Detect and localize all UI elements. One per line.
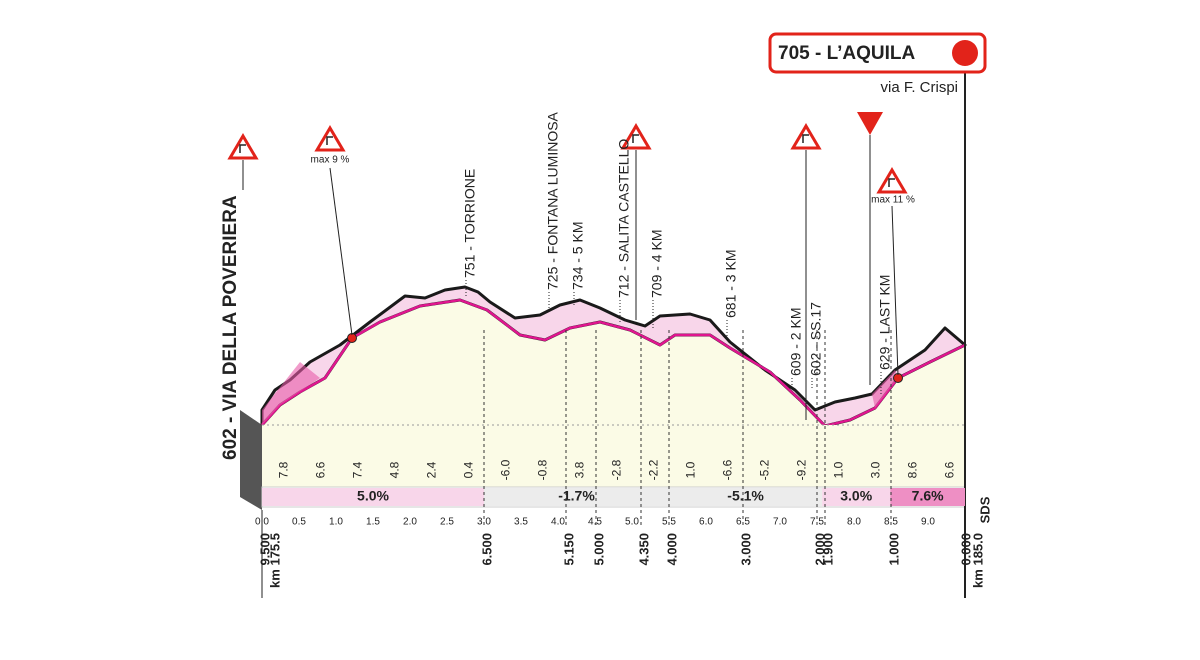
gradient-value: 2.4 <box>425 461 439 478</box>
max-gradient: max 9 % <box>311 155 350 166</box>
sector-gradient: 7.6% <box>912 488 944 504</box>
gradient-value: 6.6 <box>943 461 957 478</box>
distance-label: 4.000 <box>664 533 679 566</box>
waypoint-label: 751 - TORRIONE <box>462 169 478 278</box>
warning-sign <box>620 123 652 150</box>
km-label: 4.5 <box>588 517 602 528</box>
distance-label: 1.900 <box>820 533 835 566</box>
sector-gradient: 5.0% <box>357 488 389 504</box>
km-label: 3.5 <box>514 517 528 528</box>
gradient-value: 7.4 <box>351 461 365 478</box>
km-label: 2.0 <box>403 517 417 528</box>
km-label: 1.0 <box>329 517 343 528</box>
gradient-value: 1.0 <box>832 461 846 478</box>
distance-label: 3.000 <box>738 533 753 566</box>
km-label: 7.0 <box>773 517 787 528</box>
km-label: 8.0 <box>847 517 861 528</box>
km-label: 4.0 <box>551 517 565 528</box>
sector-bar <box>484 488 669 506</box>
warning-symbol <box>632 134 639 143</box>
sign-pole <box>891 205 899 376</box>
gradient-value: 3.8 <box>573 461 587 478</box>
sign-pole <box>329 167 353 336</box>
km-label: 0.0 <box>255 517 269 528</box>
lower-band <box>262 425 965 487</box>
last-km-flag <box>857 112 883 135</box>
warning-sign <box>876 167 908 194</box>
sector-bar <box>822 488 891 506</box>
gradient-value: 8.6 <box>906 461 920 478</box>
waypoint-label: 629 - LAST KM <box>877 275 893 370</box>
gradient-value: -0.8 <box>536 459 550 480</box>
gradient-value: 0.4 <box>462 461 476 478</box>
km-label: 1.5 <box>366 517 380 528</box>
profile-area <box>262 300 965 426</box>
sector-bar <box>890 488 965 506</box>
waypoint-label: 712 - SALITA CASTELLO <box>616 139 632 298</box>
gradient-value: -6.0 <box>499 459 513 480</box>
waypoint-label: 681 - 3 KM <box>723 250 739 318</box>
km-label: 0.5 <box>292 517 306 528</box>
warning-sign <box>314 125 346 152</box>
distance-label: 0.000 <box>958 533 973 566</box>
sector-gradient: 3.0% <box>840 488 872 504</box>
km-label: 9.0 <box>921 517 935 528</box>
max-gradient: max 11 % <box>871 195 915 206</box>
gradient-value: -5.2 <box>758 459 772 480</box>
warning-sign <box>790 123 822 150</box>
distance-label: 4.350 <box>636 533 651 566</box>
distance-label: 5.150 <box>561 533 576 566</box>
waypoint-label: 709 - 4 KM <box>649 230 665 298</box>
sector-gradient: -1.7% <box>558 488 595 504</box>
warning-symbol <box>326 136 333 145</box>
logo: SDS <box>977 496 992 523</box>
gradient-value: 7.8 <box>277 461 291 478</box>
finish-street: via F. Crispi <box>880 79 958 96</box>
sector-bar <box>262 488 484 506</box>
gradient-value: 6.6 <box>314 461 328 478</box>
finish-icon <box>952 40 978 66</box>
finish-label: 705 - L’AQUILA <box>778 43 916 64</box>
finish-box <box>768 32 987 74</box>
gradient-value: -2.8 <box>610 459 624 480</box>
waypoint-label: 725 - FONTANA LUMINOSA <box>545 111 561 290</box>
warning-symbol <box>888 178 895 187</box>
warning-symbol <box>802 134 809 143</box>
distance-label: 1.000 <box>886 533 901 566</box>
distance-label: 9.500 <box>257 533 272 566</box>
gradient-value: 3.0 <box>869 461 883 478</box>
distance-label: 5.000 <box>591 533 606 566</box>
gradient-value: -6.6 <box>721 459 735 480</box>
gradient-value: 1.0 <box>684 461 698 478</box>
km-label: 2.5 <box>440 517 454 528</box>
profile-shape <box>240 32 987 598</box>
distance-label: 2.000 <box>812 533 827 566</box>
distance-label: 6.500 <box>479 533 494 566</box>
waypoint-label: 602 - SS.17 <box>808 302 824 376</box>
profile-line <box>261 298 966 428</box>
km-label: 6.0 <box>699 517 713 528</box>
waypoint-label: 609 - 2 KM <box>788 308 804 376</box>
sector-gradient: -5.1% <box>727 488 764 504</box>
gradient-value: -9.2 <box>795 459 809 480</box>
start-wall <box>240 410 262 510</box>
km-label: 5.0 <box>625 517 639 528</box>
steep-section <box>262 362 320 425</box>
distance-label: km 185.0 <box>970 533 985 588</box>
warning-sign <box>227 133 259 160</box>
gradient-value: -2.2 <box>647 459 661 480</box>
warning-symbol <box>239 144 246 153</box>
distance-label: km 175.5 <box>267 533 282 588</box>
waypoint-label: 734 - 5 KM <box>570 222 586 290</box>
start-label: 602 - VIA DELLA POVERIERA <box>220 195 241 460</box>
gradient-value: 4.8 <box>388 461 402 478</box>
sector-bar <box>669 488 823 506</box>
